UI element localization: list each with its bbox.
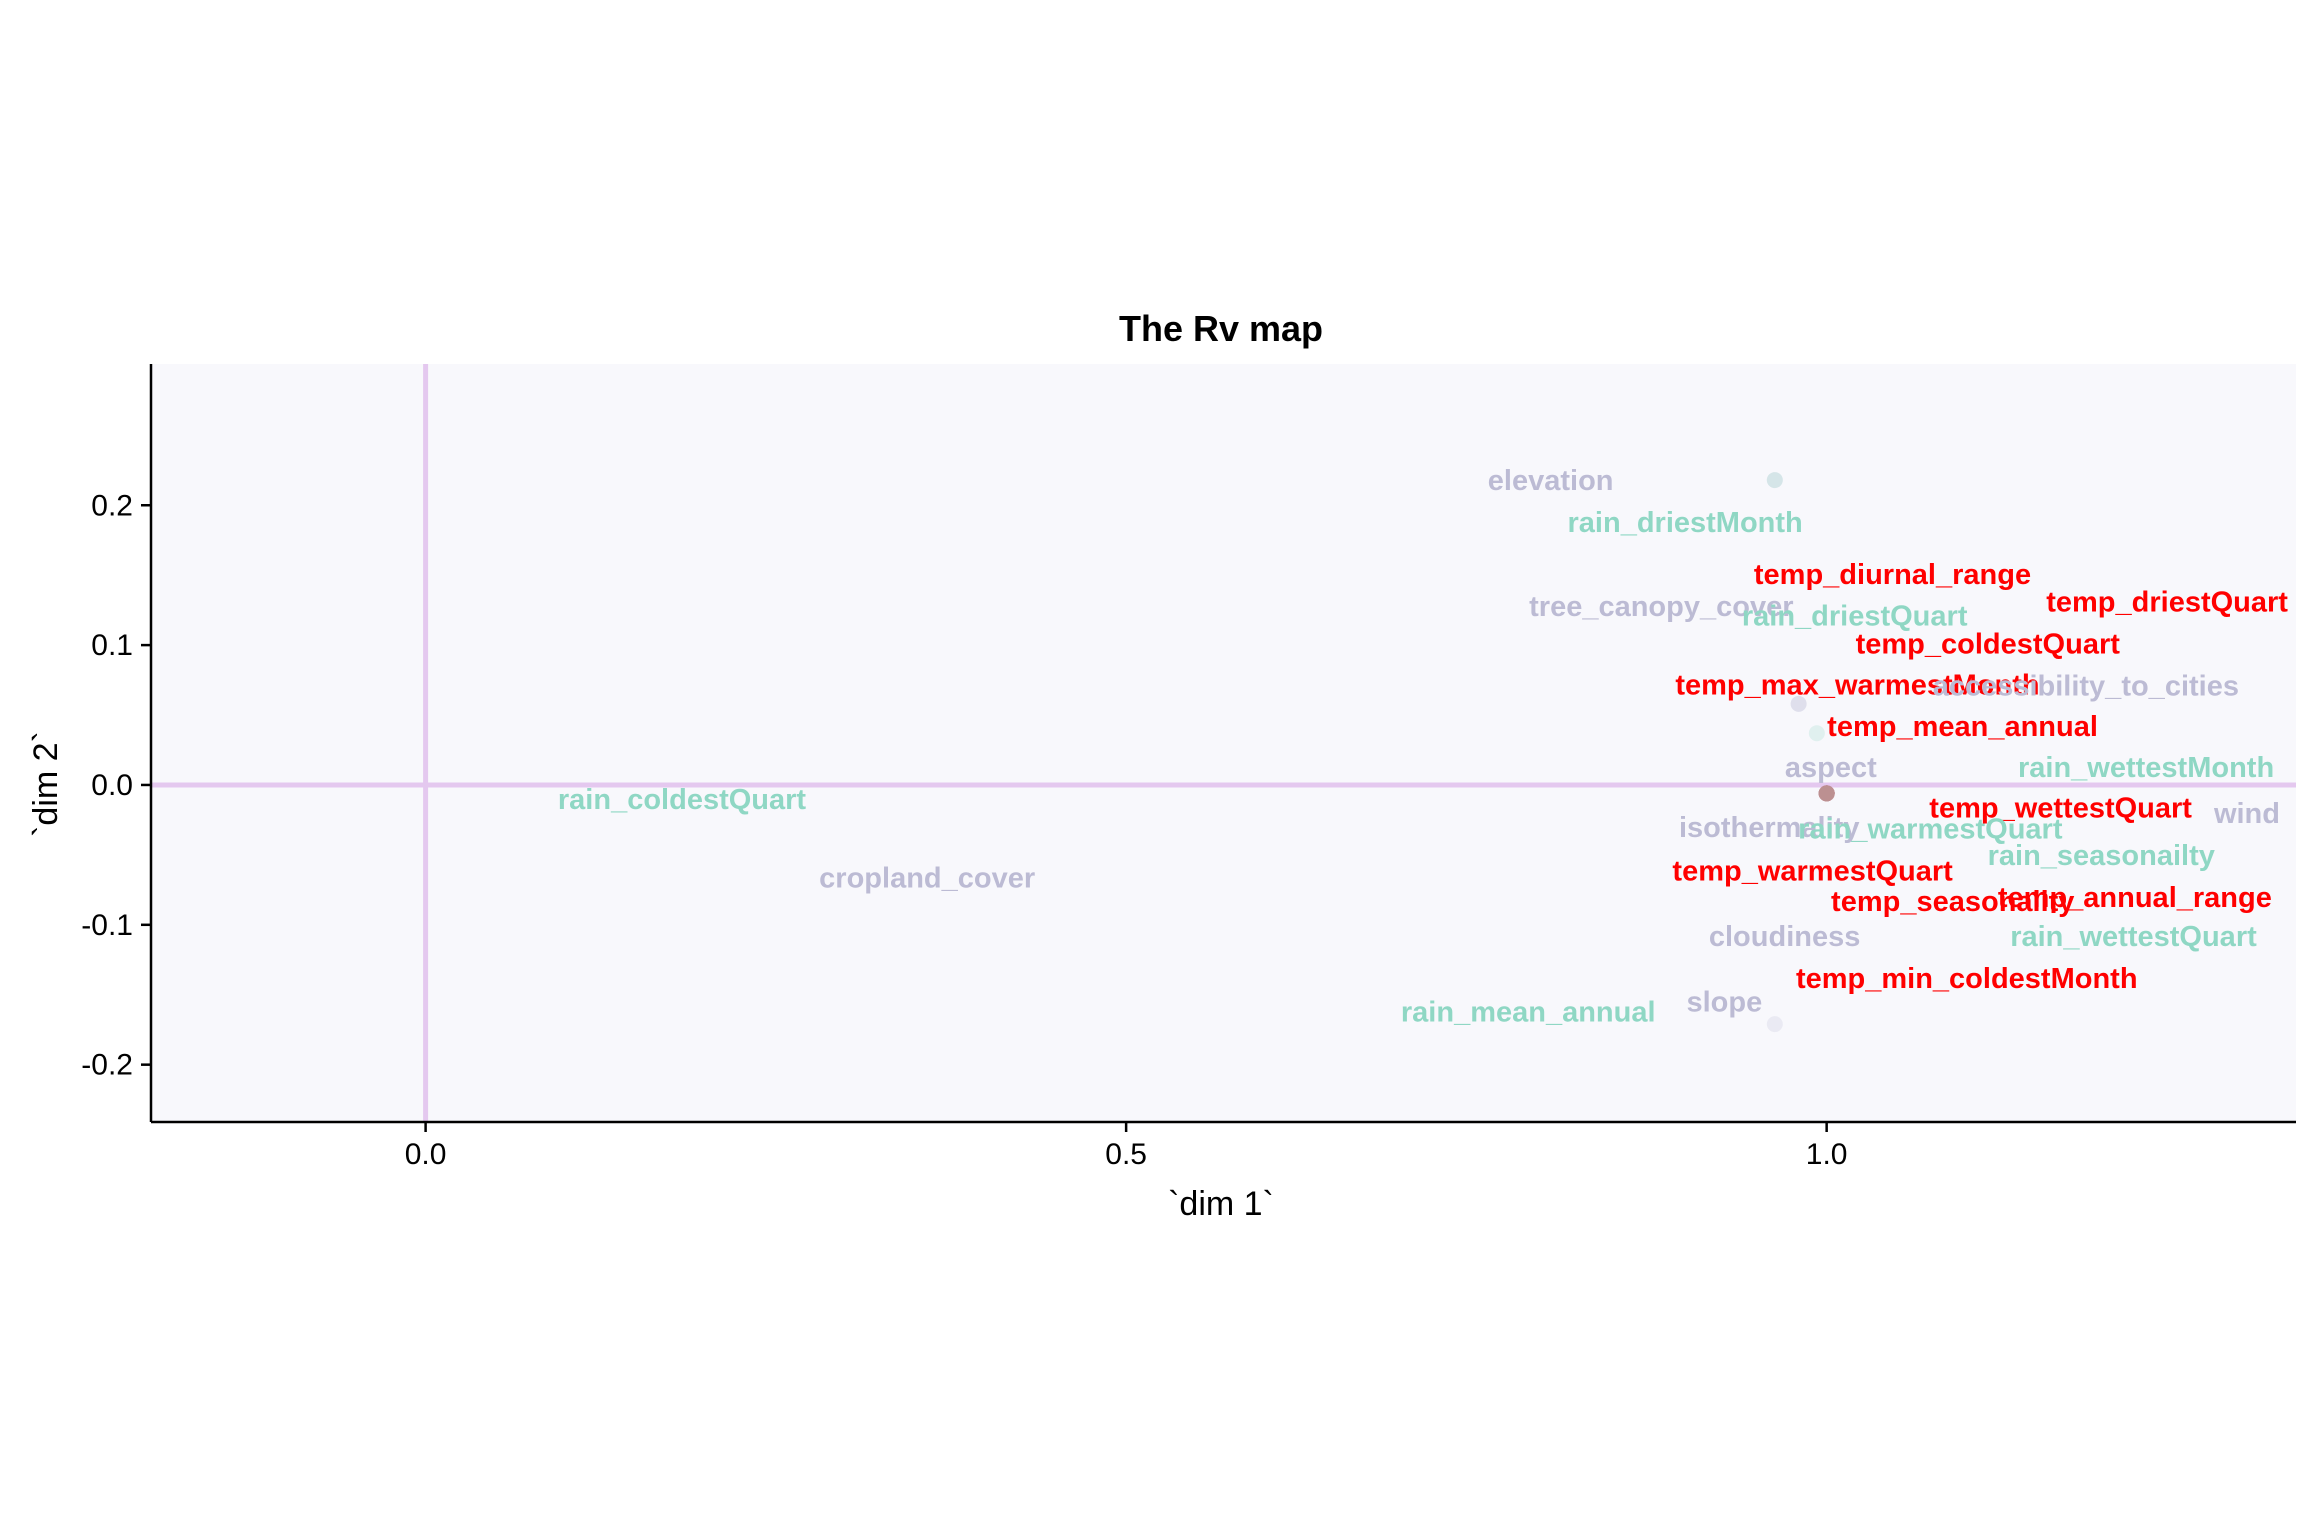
- data-point: [1818, 785, 1835, 802]
- data-point: [1818, 785, 1835, 802]
- point-label: rain_wettestMonth: [2018, 752, 2274, 784]
- data-point: [1808, 725, 1825, 742]
- y-axis-title: `dim 2`: [27, 731, 65, 837]
- data-point: [1818, 785, 1835, 802]
- point-label: isothermality: [1679, 812, 1860, 844]
- plot-panel: [151, 364, 2296, 1122]
- point-label: rain_coldestQuart: [558, 784, 807, 816]
- data-point: [1766, 1016, 1783, 1033]
- y-tick-label: -0.2: [81, 1049, 133, 1082]
- data-point: [1818, 785, 1835, 802]
- data-point: [1818, 785, 1835, 802]
- point-label: accessibility_to_cities: [1933, 671, 2239, 703]
- point-label: temp_diurnal_range: [1754, 559, 2031, 591]
- data-point: [1818, 785, 1835, 802]
- point-label: cropland_cover: [819, 862, 1035, 894]
- point-label: rain_wettestQuart: [2010, 921, 2257, 953]
- point-label: temp_warmestQuart: [1672, 855, 1953, 887]
- data-point: [1818, 785, 1835, 802]
- data-point: [1818, 785, 1835, 802]
- data-point: [1818, 785, 1835, 802]
- x-tick-label: 0.5: [1105, 1138, 1147, 1171]
- point-label: rain_driestMonth: [1568, 507, 1803, 539]
- data-point: [1818, 785, 1835, 802]
- point-label: slope: [1686, 987, 1762, 1019]
- x-tick-label: 1.0: [1806, 1138, 1848, 1171]
- data-point: [1790, 695, 1807, 712]
- data-point: [1766, 472, 1783, 489]
- point-label: rain_mean_annual: [1401, 997, 1656, 1029]
- point-label: temp_seasonality: [1831, 886, 2074, 918]
- point-label: rain_seasonailty: [1988, 840, 2215, 872]
- data-point: [1818, 785, 1835, 802]
- chart-title: The Rv map: [1119, 308, 1323, 349]
- point-label: rain_warmestQuart: [1798, 813, 2063, 845]
- x-axis-ticks: 0.0 0.5 1.0: [405, 1122, 1848, 1171]
- y-tick-label: 0.0: [91, 769, 133, 802]
- x-axis-title: `dim 1`: [1168, 1185, 1274, 1223]
- point-label: elevation: [1488, 465, 1614, 497]
- y-tick-label: 0.2: [91, 489, 133, 522]
- data-point: [1818, 785, 1835, 802]
- data-point: [1818, 785, 1835, 802]
- points-layer: [1766, 472, 1835, 1033]
- data-point: [1818, 785, 1835, 802]
- point-label: temp_driestQuart: [2046, 587, 2288, 619]
- point-label: temp_annual_range: [1998, 882, 2272, 914]
- point-label: tree_canopy_cover: [1529, 591, 1793, 623]
- point-label: temp_min_coldestMonth: [1796, 963, 2138, 995]
- data-point: [1818, 785, 1835, 802]
- point-label: wind: [2213, 798, 2280, 830]
- y-axis-ticks: 0.2 0.1 0.0 -0.1 -0.2: [81, 489, 151, 1082]
- point-label: aspect: [1785, 752, 1877, 784]
- y-tick-label: 0.1: [91, 629, 133, 662]
- data-point: [1818, 785, 1835, 802]
- point-labels-layer: elevation rain_driestMonth temp_diurnal_ra…: [558, 465, 2288, 1028]
- point-label: temp_wettestQuart: [1929, 792, 2192, 824]
- data-point: [1766, 472, 1783, 489]
- data-point: [1818, 785, 1835, 802]
- x-tick-label: 0.0: [405, 1138, 447, 1171]
- data-point: [1818, 785, 1835, 802]
- point-label: temp_coldestQuart: [1856, 629, 2121, 661]
- data-point: [1818, 785, 1835, 802]
- point-label: temp_max_warmestMonth: [1675, 669, 2039, 701]
- point-label: temp_mean_annual: [1827, 711, 2098, 743]
- y-tick-label: -0.1: [81, 909, 133, 942]
- point-label: rain_driestQuart: [1742, 601, 1968, 633]
- point-label: cloudiness: [1709, 921, 1861, 953]
- data-point: [1790, 695, 1807, 712]
- data-point: [1818, 785, 1835, 802]
- data-point: [1818, 785, 1835, 802]
